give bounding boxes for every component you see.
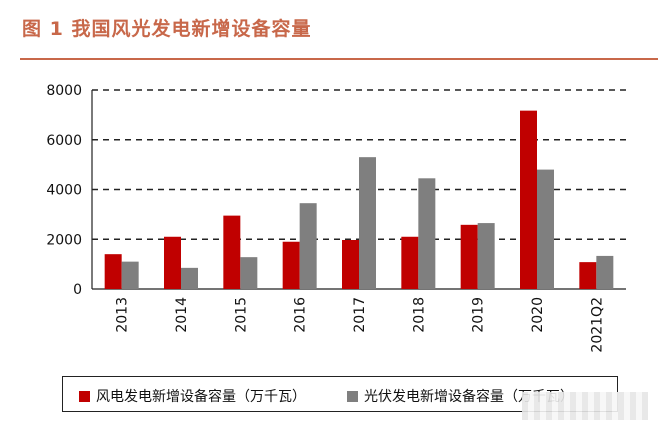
bar-wind-2013 xyxy=(104,254,122,289)
bar-wind-2021Q2 xyxy=(579,262,597,289)
bar-wind-2016 xyxy=(282,241,300,289)
x-tick-label: 2016 xyxy=(293,297,309,333)
watermark xyxy=(522,392,648,420)
x-tick-label: 2013 xyxy=(115,297,131,333)
bar-solar-2019 xyxy=(477,223,495,289)
x-tick-label: 2020 xyxy=(530,297,546,333)
legend-label-solar: 光伏发电新增设备容量（万千瓦） xyxy=(364,389,574,405)
chart-title: 图 1 我国风光发电新增设备容量 xyxy=(22,18,312,40)
x-tick-label: 2015 xyxy=(233,297,249,333)
bar-solar-2020 xyxy=(537,169,554,289)
x-tick-label: 2021Q2 xyxy=(589,297,605,353)
y-tick-label: 8000 xyxy=(46,83,82,99)
y-tick-label: 0 xyxy=(73,282,82,298)
bar-solar-2016 xyxy=(299,203,317,289)
bar-wind-2015 xyxy=(223,215,241,289)
legend-item-solar: 光伏发电新增设备容量（万千瓦） xyxy=(347,386,574,406)
title-divider xyxy=(20,58,658,60)
bar-wind-2017 xyxy=(342,239,359,289)
legend-label-wind: 风电发电新增设备容量（万千瓦） xyxy=(96,389,306,405)
legend: 风电发电新增设备容量（万千瓦） 光伏发电新增设备容量（万千瓦） xyxy=(62,376,618,412)
y-tick-label: 4000 xyxy=(46,183,82,199)
y-tick-label: 2000 xyxy=(46,232,82,248)
legend-swatch-solar xyxy=(347,390,358,402)
bar-solar-2018 xyxy=(418,178,436,289)
legend-item-wind: 风电发电新增设备容量（万千瓦） xyxy=(79,386,306,406)
bar-wind-2019 xyxy=(460,224,478,289)
bar-solar-2014 xyxy=(181,267,198,289)
x-tick-label: 2019 xyxy=(471,297,487,333)
x-tick-label: 2017 xyxy=(352,297,368,333)
bar-solar-2021Q2 xyxy=(596,255,614,289)
bar-wind-2014 xyxy=(164,236,181,289)
bar-solar-2015 xyxy=(240,257,258,289)
y-tick-label: 6000 xyxy=(46,133,82,149)
bar-solar-2013 xyxy=(121,261,139,289)
x-tick-label: 2018 xyxy=(411,297,427,333)
bar-wind-2018 xyxy=(401,236,419,289)
legend-swatch-wind xyxy=(79,390,90,402)
bar-solar-2017 xyxy=(359,157,376,289)
x-tick-label: 2014 xyxy=(174,297,190,333)
bar-wind-2020 xyxy=(520,110,537,290)
